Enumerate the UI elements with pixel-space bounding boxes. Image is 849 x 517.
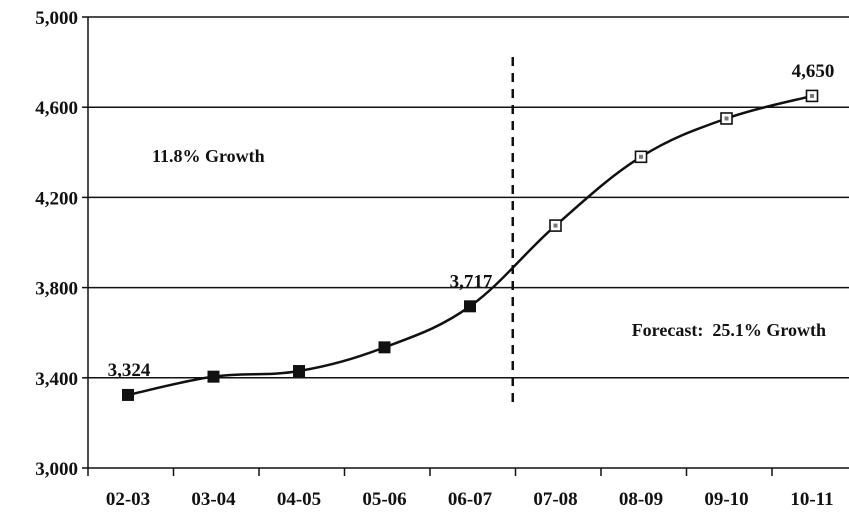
data-label: 3,324 xyxy=(108,360,151,381)
y-tick-label: 4,200 xyxy=(35,188,78,209)
data-label: 4,650 xyxy=(792,61,835,82)
x-tick-label: 03-04 xyxy=(191,489,236,510)
x-tick-label: 05-06 xyxy=(362,489,406,510)
markers xyxy=(122,89,819,401)
growth-annotation: 11.8% Growth xyxy=(152,146,265,166)
y-tick-label: 3,400 xyxy=(35,369,78,390)
y-tick-label: 3,000 xyxy=(35,459,78,480)
forecast-data-point-center xyxy=(639,154,643,159)
x-tick-label: 04-05 xyxy=(277,489,321,510)
actual-data-point xyxy=(207,370,220,383)
x-tick-label: 07-08 xyxy=(533,489,577,510)
x-tick-label: 09-10 xyxy=(704,489,748,510)
y-tick-label: 3,800 xyxy=(35,279,78,300)
x-tick-label: 06-07 xyxy=(448,489,493,510)
y-tick-label: 4,600 xyxy=(35,98,78,119)
data-label: 3,717 xyxy=(450,271,493,292)
actual-data-point xyxy=(122,388,134,401)
forecast-data-point-center xyxy=(810,93,814,98)
annotations: 11.8% Growth Forecast: 25.1% Growth xyxy=(152,146,826,340)
forecast-data-point-center xyxy=(724,116,729,121)
data-labels: 3,324 3,717 4,650 xyxy=(108,61,835,381)
series-line xyxy=(127,94,813,397)
x-tick-label: 02-03 xyxy=(106,489,150,510)
axes: 3,000 3,400 3,800 4,200 4,600 5,000 02-03 03-04… xyxy=(35,8,849,510)
actual-data-point xyxy=(293,365,305,378)
x-tick-label: 08-09 xyxy=(619,489,663,510)
actual-data-point xyxy=(378,341,391,354)
x-tick-label: 10-11 xyxy=(790,489,833,510)
gridlines xyxy=(88,16,849,379)
y-tick-label: 5,000 xyxy=(35,8,78,29)
forecast-data-point-center xyxy=(553,223,558,228)
series-line-layer xyxy=(127,94,813,397)
growth-annotation: Forecast: 25.1% Growth xyxy=(632,320,826,340)
actual-data-point xyxy=(464,300,476,313)
